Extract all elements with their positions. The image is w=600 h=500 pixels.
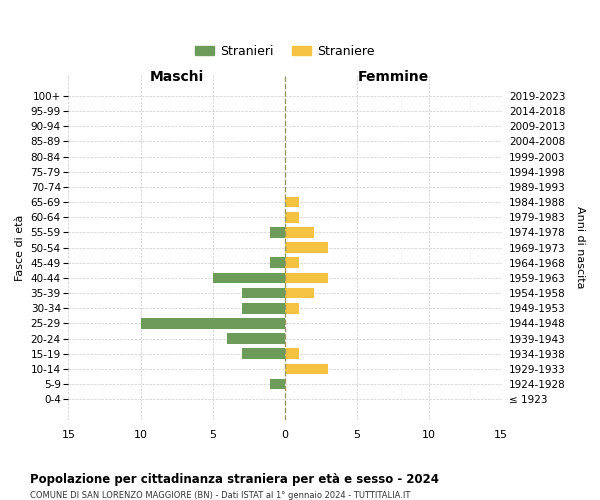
Bar	[285, 348, 299, 359]
Bar	[271, 227, 285, 238]
Text: Femmine: Femmine	[358, 70, 428, 84]
Bar	[242, 303, 285, 314]
Bar	[285, 212, 299, 222]
Bar	[285, 288, 314, 298]
Y-axis label: Fasce di età: Fasce di età	[15, 214, 25, 281]
Bar	[140, 318, 285, 329]
Bar	[271, 258, 285, 268]
Text: COMUNE DI SAN LORENZO MAGGIORE (BN) - Dati ISTAT al 1° gennaio 2024 - TUTTITALIA: COMUNE DI SAN LORENZO MAGGIORE (BN) - Da…	[30, 491, 410, 500]
Bar	[285, 364, 328, 374]
Bar	[285, 272, 328, 283]
Bar	[285, 303, 299, 314]
Bar	[271, 379, 285, 390]
Y-axis label: Anni di nascita: Anni di nascita	[575, 206, 585, 289]
Bar	[212, 272, 285, 283]
Bar	[227, 334, 285, 344]
Bar	[242, 288, 285, 298]
Bar	[285, 258, 299, 268]
Bar	[285, 227, 314, 238]
Bar	[242, 348, 285, 359]
Text: Maschi: Maschi	[149, 70, 204, 84]
Legend: Stranieri, Straniere: Stranieri, Straniere	[190, 40, 380, 63]
Bar	[285, 197, 299, 207]
Text: Popolazione per cittadinanza straniera per età e sesso - 2024: Popolazione per cittadinanza straniera p…	[30, 472, 439, 486]
Bar	[285, 242, 328, 253]
